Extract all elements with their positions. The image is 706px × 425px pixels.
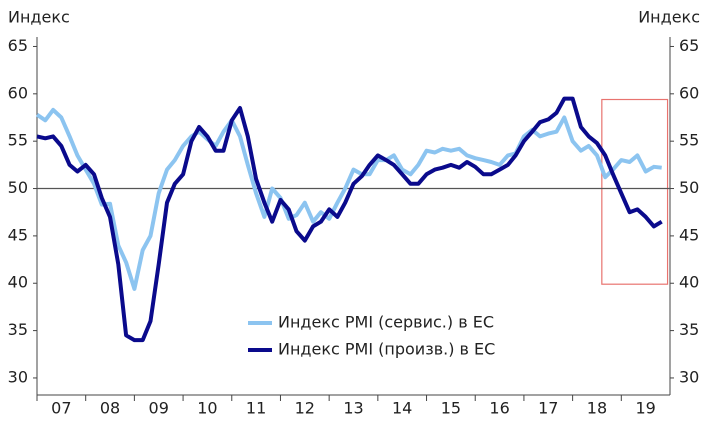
y-tick-label: 55: [8, 131, 28, 150]
legend-label: Индекс PMI (сервис.) в ЕС: [278, 313, 494, 332]
series-line: [35, 107, 662, 291]
x-tick-label: 19: [635, 399, 655, 418]
y2-tick-label: 30: [679, 367, 699, 386]
legend-label: Индекс PMI (произв.) в ЕС: [278, 340, 495, 359]
x-tick-label: 16: [489, 399, 509, 418]
x-tick-label: 14: [392, 399, 412, 418]
highlight-box: [601, 98, 669, 285]
series-line: [36, 96, 663, 343]
y-tick-label: 65: [8, 36, 28, 55]
x-tick-label: 08: [100, 399, 120, 418]
x-tick-label: 13: [343, 399, 363, 418]
y-axis-label: Индекс: [8, 8, 70, 27]
x-tick-label: 17: [538, 399, 558, 418]
y2-axis-label: Индекс: [638, 8, 700, 27]
y2-tick-label: 35: [679, 320, 699, 339]
y2-tick-label: 60: [679, 83, 699, 102]
x-tick-label: 07: [51, 399, 71, 418]
y-tick-label: 40: [8, 273, 28, 292]
y-tick-label: 30: [8, 367, 28, 386]
x-tick-label: 18: [587, 399, 607, 418]
x-tick-label: 12: [295, 399, 315, 418]
y-tick-label: 50: [8, 178, 28, 197]
y2-tick-label: 40: [679, 273, 699, 292]
y2-tick-label: 45: [679, 225, 699, 244]
y2-tick-label: 55: [679, 131, 699, 150]
y2-tick-label: 65: [679, 36, 699, 55]
y-tick-label: 45: [8, 225, 28, 244]
y2-tick-label: 50: [679, 178, 699, 197]
y-tick-label: 35: [8, 320, 28, 339]
x-tick-label: 09: [149, 399, 169, 418]
y-tick-label: 60: [8, 83, 28, 102]
x-tick-label: 11: [246, 399, 266, 418]
x-tick-label: 10: [197, 399, 217, 418]
x-tick-label: 15: [441, 399, 461, 418]
